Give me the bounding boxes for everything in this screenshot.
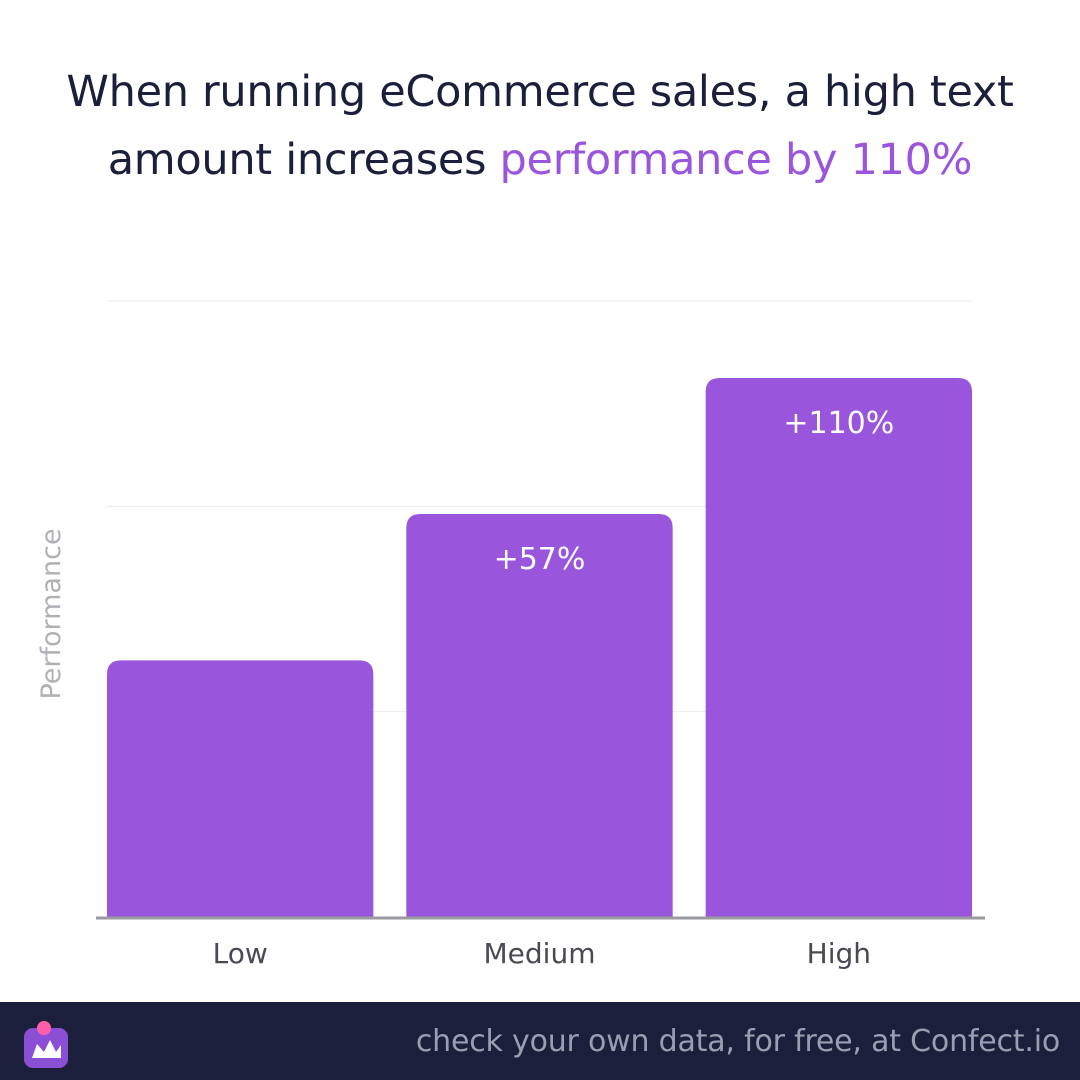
x-tick-label: Medium <box>484 937 596 970</box>
x-tick-label: High <box>807 937 871 970</box>
chart-title: When running eCommerce sales, a high tex… <box>0 58 1080 194</box>
data-label-high: +110% <box>783 406 894 441</box>
bar-low <box>107 660 374 917</box>
footer-text[interactable]: check your own data, for free, at Confec… <box>415 1024 1060 1059</box>
bar-medium <box>406 514 673 917</box>
confect-logo-icon[interactable] <box>20 1018 72 1070</box>
title-line-2: amount increases performance by 110% <box>0 126 1080 194</box>
bar-chart: Low +57% Medium +110% High Performance <box>36 300 985 970</box>
data-label-medium: +57% <box>494 542 586 577</box>
footer-bar: check your own data, for free, at Confec… <box>0 1002 1080 1080</box>
y-axis-label: Performance <box>36 528 67 699</box>
x-tick-label: Low <box>213 937 268 970</box>
title-line-2-accent: performance by 110% <box>499 135 973 185</box>
bar-high <box>705 378 972 917</box>
title-line-1: When running eCommerce sales, a high tex… <box>66 67 1014 117</box>
title-line-2-plain: amount increases <box>107 135 500 185</box>
